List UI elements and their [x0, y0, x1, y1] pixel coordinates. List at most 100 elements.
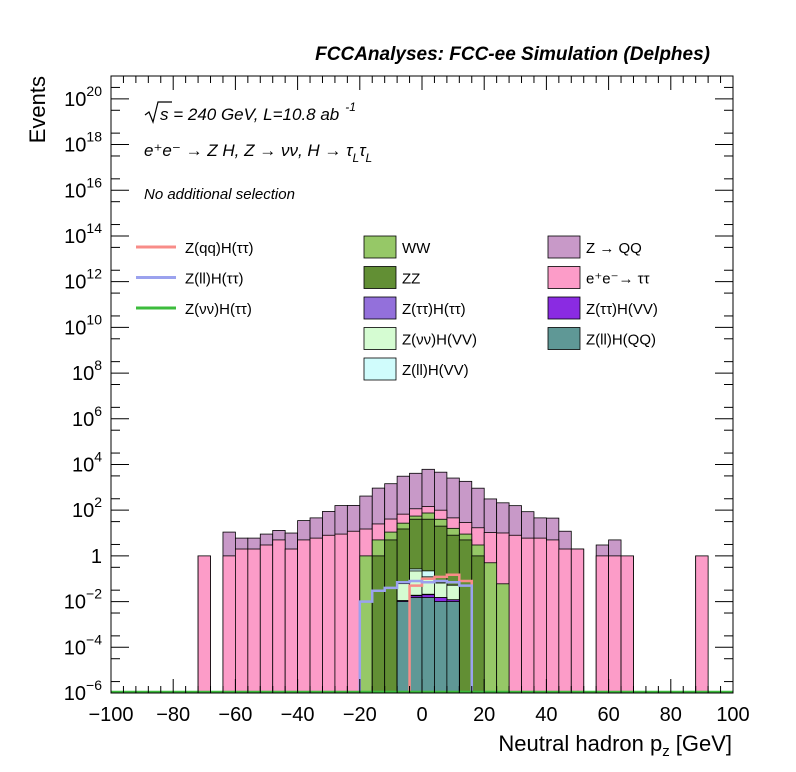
annotation-process: e⁺e⁻ → Z H, Z → νν, H → τLτL	[144, 141, 372, 165]
line-z-ll-h	[358, 579, 474, 693]
bar-e-e	[272, 539, 286, 694]
bar-ww	[483, 562, 498, 694]
y-tick-label: 1014	[64, 220, 102, 248]
bar-e-e	[533, 537, 547, 694]
bar-z-ll-h-qq	[396, 601, 410, 694]
legend-box-swatch	[547, 327, 581, 350]
bar-e-e	[608, 555, 622, 694]
bar-zz	[384, 539, 398, 694]
bar-e-e	[346, 530, 361, 694]
bar-e-e	[222, 555, 236, 694]
bar-z-ll-h-qq	[446, 601, 460, 694]
legend-label: Z(νν)H(VV)	[402, 332, 477, 349]
x-tick-label: −40	[281, 704, 315, 726]
annotation-energy-lumi: s = 240 GeV, L=10.8 ab -1	[160, 100, 356, 124]
legend-entry-z-h-vv: Z(ττ)H(VV)	[547, 296, 658, 320]
legend-box-swatch	[363, 266, 397, 289]
legend-box-swatch	[547, 296, 581, 320]
line-z-qq-h	[408, 573, 474, 693]
bar-e-e	[695, 555, 709, 694]
bar-zz	[471, 555, 485, 694]
legend-box-swatch	[547, 235, 581, 259]
x-tick-label: 40	[535, 704, 557, 726]
annotation-process-tau: τ	[359, 141, 367, 160]
y-tick-label: 1020	[64, 83, 102, 111]
bar-e-e	[284, 548, 299, 694]
legend-box-swatch	[363, 235, 397, 259]
x-axis-title-sub: z	[662, 743, 670, 760]
y-tick-label: 10−4	[64, 631, 102, 659]
series-z-ll-h-qq	[396, 597, 460, 694]
y-tick-label: 1016	[64, 174, 102, 202]
bar-e-e	[297, 539, 311, 694]
legend-entry-z-ll-h-qq: Z(ll)H(QQ)	[547, 327, 656, 350]
bar-e-e	[508, 534, 522, 694]
x-tick-label: 0	[416, 704, 427, 726]
bar-e-e	[322, 534, 336, 694]
bar-ww	[359, 555, 373, 694]
chart-title: FCCAnalyses: FCC-ee Simulation (Delphes)	[315, 44, 710, 65]
y-tick-label: 10−6	[64, 677, 102, 705]
sqrt-symbol	[144, 101, 172, 124]
annotation-process-sub2: L	[366, 151, 373, 165]
bar-e-e	[546, 539, 560, 694]
bar-e-e	[570, 548, 585, 694]
annotation-block: s = 240 GeV, L=10.8 ab -1 e⁺e⁻ → Z H, Z →…	[144, 100, 372, 203]
y-tick-label: 1018	[64, 129, 102, 157]
legend-box-swatch	[363, 296, 397, 320]
legend-box-swatch	[547, 266, 581, 289]
legend-label: Z(ll)H(QQ)	[586, 332, 656, 349]
bar-e-e	[620, 555, 634, 694]
y-tick-label: 104	[72, 448, 102, 476]
annotation-selection: No additional selection	[144, 186, 295, 203]
legend-label: e⁺e⁻→ ττ	[586, 271, 650, 288]
x-tick-label: 80	[660, 704, 682, 726]
x-tick-label: 60	[597, 704, 619, 726]
bar-e-e	[197, 555, 211, 694]
bar-e-e	[259, 544, 274, 694]
x-axis-title-main: Neutral hadron p	[498, 731, 662, 756]
annotation-lumi-exp: -1	[345, 100, 356, 114]
y-tick-label: 1	[91, 546, 102, 568]
legend-label: WW	[402, 240, 431, 257]
annotation-process-sub1: L	[353, 151, 360, 165]
legend-label: Z(ll)H(ττ)	[185, 271, 244, 288]
legend-box-swatch	[363, 327, 397, 350]
x-tick-label: −100	[88, 704, 133, 726]
x-tick-label: 20	[473, 704, 495, 726]
legend-entry-ww: WW	[363, 235, 431, 259]
legend-entry-z-qq-h: Z(qq)H(ττ)	[136, 240, 254, 257]
y-tick-label: 1012	[64, 266, 102, 294]
legend-entry-z-h: Z(ττ)H(ττ)	[363, 296, 466, 320]
bar-z-ll-h-qq	[409, 597, 423, 694]
legend-box-swatch	[363, 357, 397, 381]
bar-e-e	[521, 537, 535, 694]
x-axis: −100 −80 −60 −40 −20 0 20 40 60 80 100	[88, 76, 750, 726]
legend-label: Z → QQ	[586, 240, 642, 257]
legend-label: Z(ττ)H(ττ)	[402, 301, 466, 318]
bar-e-e	[558, 548, 572, 694]
legend-entry-zz: ZZ	[363, 266, 420, 289]
legend-entry-z-qq: Z → QQ	[547, 235, 642, 259]
y-tick-label: 10−2	[64, 586, 102, 614]
legend: Z(qq)H(ττ) Z(ll)H(ττ) Z(νν)H(ττ) WW ZZ Z(ττ)H…	[136, 235, 658, 381]
x-tick-label: 100	[716, 704, 749, 726]
legend-entry-z-h-vv: Z(νν)H(VV)	[363, 327, 477, 350]
y-tick-label: 102	[72, 494, 102, 522]
legend-entry-z-h: Z(νν)H(ττ)	[136, 301, 252, 318]
y-tick-label: 106	[72, 403, 102, 431]
x-tick-label: −80	[156, 704, 190, 726]
legend-label: Z(ττ)H(VV)	[586, 301, 658, 318]
legend-label: ZZ	[402, 271, 420, 288]
bar-e-e	[234, 548, 249, 694]
y-tick-label: 108	[72, 357, 102, 385]
x-tick-label: −60	[218, 704, 252, 726]
legend-entry-e-e: e⁺e⁻→ ττ	[547, 266, 650, 289]
legend-entry-z-ll-h: Z(ll)H(ττ)	[136, 271, 244, 288]
bar-e-e	[309, 537, 323, 694]
bar-e-e	[334, 533, 348, 694]
bar-e-e	[595, 555, 609, 694]
bar-zz	[458, 539, 473, 694]
y-axis: 10−6 10−4 10−2 1 102 104 106 108 1010 1012 1014 101…	[64, 83, 733, 705]
